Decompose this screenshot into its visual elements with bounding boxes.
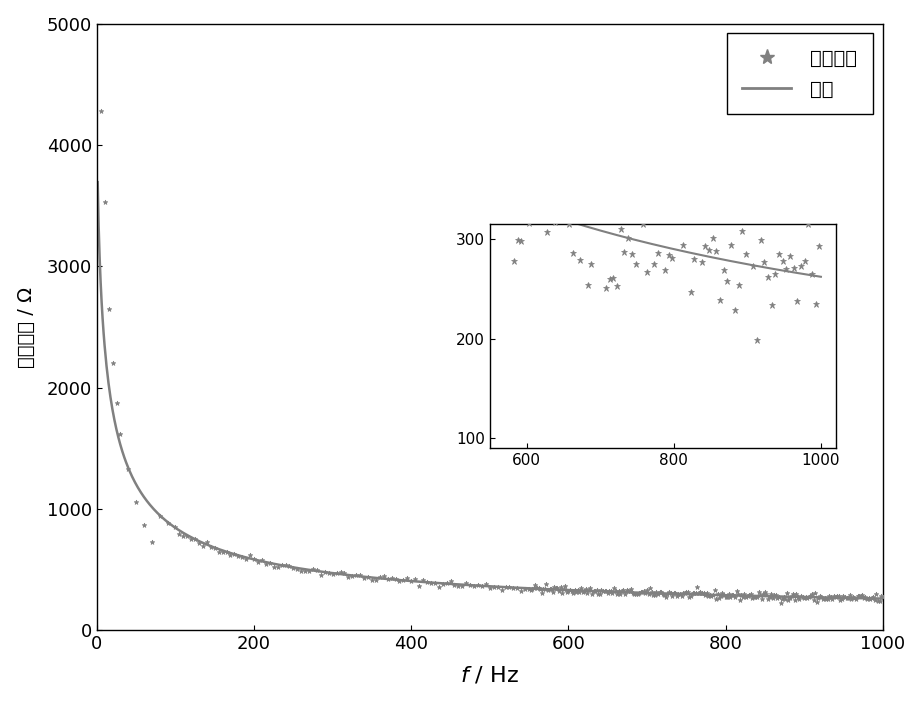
Y-axis label: 阻抗模値 / Ω: 阻抗模値 / Ω xyxy=(17,286,36,368)
Legend: 测量数据, 模型: 测量数据, 模型 xyxy=(727,34,873,114)
X-axis label: $f$ / Hz: $f$ / Hz xyxy=(460,664,519,685)
